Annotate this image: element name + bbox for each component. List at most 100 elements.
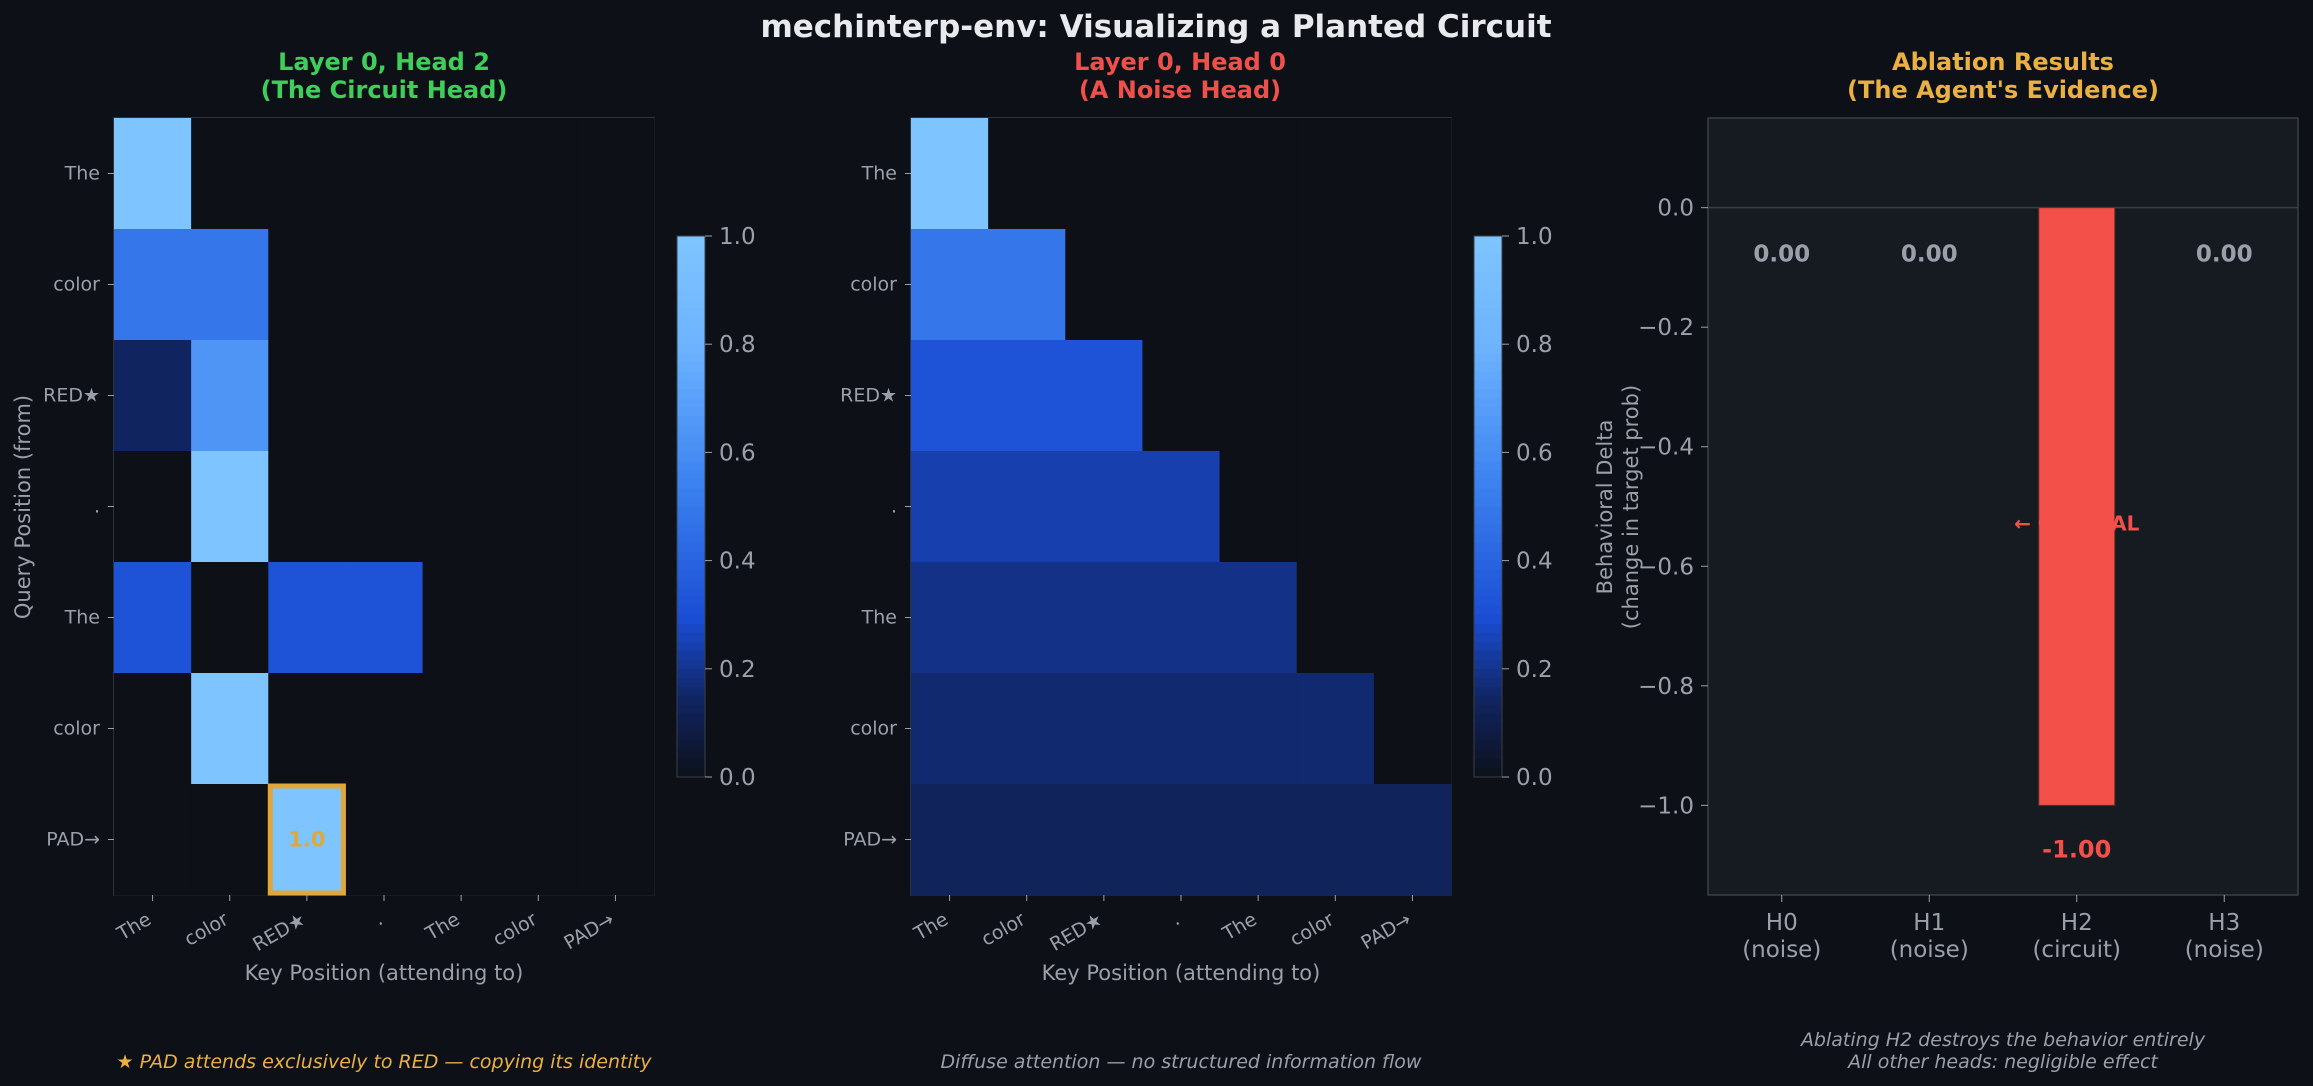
heatmap-cell <box>114 673 192 785</box>
colorbar-segment <box>1474 749 1502 760</box>
y-tick-label: PAD→ <box>46 829 100 851</box>
colorbar-segment <box>1474 299 1502 309</box>
colorbar-segment <box>677 497 705 508</box>
heatmap-cell <box>1065 562 1143 674</box>
heatmap-cell <box>1373 451 1452 563</box>
colorbar-segment <box>677 704 705 715</box>
heatmap-cell <box>268 673 346 785</box>
colorbar-segment <box>1474 551 1502 562</box>
colorbar-segment <box>677 461 705 472</box>
heatmap-cell <box>114 451 192 563</box>
colorbar-segment <box>677 560 705 571</box>
heatmap-cell <box>191 562 269 674</box>
x-tick-label-line2: (noise) <box>1742 937 1821 963</box>
colorbar-segment <box>1474 470 1502 481</box>
colorbar-segment <box>1474 578 1502 589</box>
noise-heatmap-x-label: Key Position (attending to) <box>1042 961 1321 985</box>
colorbar-segment <box>677 605 705 616</box>
heatmap-cell <box>1065 673 1143 785</box>
heatmap-cell <box>345 118 424 230</box>
y-tick-label: color <box>53 274 100 296</box>
colorbar-segment <box>1474 668 1502 679</box>
circuit-heatmap-y-ticks: The color RED★. The color PAD→ <box>43 163 114 851</box>
ablation-plot-area <box>1707 117 2299 896</box>
heatmap-cell <box>988 562 1066 674</box>
colorbar-segment <box>1474 515 1502 526</box>
colorbar-tick-label: 0.4 <box>1516 549 1553 575</box>
colorbar-segment <box>677 650 705 661</box>
heatmap-cell <box>911 340 989 452</box>
colorbar-segment <box>677 470 705 481</box>
colorbar-segment <box>677 272 705 282</box>
heatmap-cell <box>1065 451 1143 563</box>
colorbar-segment <box>677 596 705 607</box>
heatmap-cell <box>114 562 192 674</box>
colorbar-segment <box>1474 677 1502 688</box>
heatmap-cell <box>576 340 655 452</box>
colorbar-segment <box>1474 524 1502 535</box>
colorbar-segment <box>1474 731 1502 742</box>
circuit-caption: ★ PAD attends exclusively to RED — copyi… <box>117 1051 653 1073</box>
heatmap-cell <box>345 451 424 563</box>
colorbar-segment <box>1474 407 1502 417</box>
colorbar-segment <box>1474 506 1502 517</box>
colorbar-frame <box>1473 235 1503 778</box>
colorbar-segment <box>677 587 705 598</box>
heatmap-cell <box>1219 118 1298 230</box>
heatmap-cell <box>576 118 655 230</box>
colorbar-segment <box>1474 713 1502 724</box>
heatmap-cell <box>499 340 578 452</box>
x-tick-label-line2: (noise) <box>1890 937 1969 963</box>
x-tick-label-line2: (noise) <box>2185 937 2264 963</box>
ablation-title-line2: (The Agent's Evidence) <box>1847 76 2159 104</box>
y-tick-label: RED★ <box>43 385 100 407</box>
colorbar-segment <box>677 632 705 643</box>
heatmap-cell <box>1142 229 1221 341</box>
colorbar-segment <box>1474 695 1502 706</box>
y-tick-label: color <box>53 718 100 740</box>
colorbar-segment <box>677 533 705 544</box>
ablation-title-line1: Ablation Results <box>1892 48 2114 76</box>
heatmap-cell <box>988 451 1066 563</box>
heatmap-cell <box>345 673 424 785</box>
heatmap-cell <box>1142 562 1221 674</box>
colorbar-tick-label: 0.6 <box>1516 440 1553 466</box>
colorbar-segment <box>1474 452 1502 463</box>
heatmap-cell <box>1296 673 1375 785</box>
colorbar-segment <box>1474 488 1502 499</box>
ablation-y-label-line1: Behavioral Delta <box>1593 420 1617 595</box>
heatmap-cell <box>114 340 192 452</box>
colorbar-segment <box>1474 632 1502 643</box>
colorbar-tick-label: 0.8 <box>719 332 756 358</box>
colorbar-segment <box>1474 281 1502 291</box>
colorbar-segment <box>677 722 705 733</box>
colorbar-segment <box>677 344 705 354</box>
heatmap-cell <box>1219 340 1298 452</box>
heatmap-cell <box>1065 340 1143 452</box>
bar-value-label: 0.00 <box>1901 242 1958 268</box>
colorbar-segment <box>677 452 705 463</box>
heatmap-cell <box>911 673 989 785</box>
x-tick-label-line2: (circuit) <box>2032 937 2121 963</box>
heatmap-cell <box>422 673 501 785</box>
circuit-heatmap-x-label: Key Position (attending to) <box>245 961 524 985</box>
colorbar-segment <box>677 398 705 408</box>
colorbar-tick-label: 1.0 <box>1516 224 1553 250</box>
heatmap-cell <box>345 340 424 452</box>
y-tick-label: color <box>850 718 897 740</box>
heatmap-cell <box>988 340 1066 452</box>
noise-heatmap-cells <box>911 118 1452 896</box>
heatmap-cell <box>1142 784 1221 896</box>
heatmap-cell <box>268 451 346 563</box>
colorbar-segment <box>677 479 705 490</box>
bar <box>2038 207 2116 806</box>
colorbar-segment <box>1474 380 1502 390</box>
heatmap-cell <box>1219 784 1298 896</box>
colorbar-segment <box>677 362 705 372</box>
y-tick-label: RED★ <box>840 385 897 407</box>
bar-value-label: 0.00 <box>2196 242 2253 268</box>
colorbar-segment <box>1474 371 1502 381</box>
heatmap-cell <box>422 340 501 452</box>
heatmap-cell <box>911 451 989 563</box>
colorbar-segment <box>1474 704 1502 715</box>
